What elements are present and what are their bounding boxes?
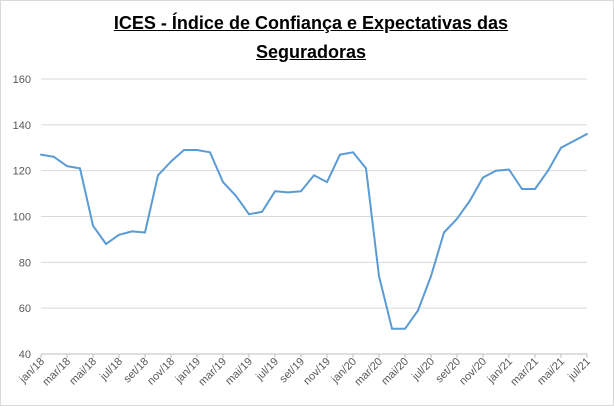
data-point-fev/20 [365, 167, 367, 170]
x-tick-label: jul/19 [253, 356, 281, 384]
data-point-out/19 [313, 174, 315, 177]
data-point-mar/18 [66, 165, 68, 168]
y-tick-label: 140 [13, 120, 31, 132]
data-point-jan/20 [352, 151, 354, 154]
x-tick-label: mar/21 [508, 356, 541, 389]
data-point-ago/20 [443, 231, 445, 234]
data-point-nov/20 [482, 176, 484, 179]
x-tick-label: nov/19 [301, 356, 333, 388]
data-point-fev/19 [209, 151, 211, 154]
x-tick-label: jul/20 [409, 356, 437, 384]
data-point-mai/20 [404, 327, 406, 330]
data-point-jun/21 [573, 139, 575, 142]
data-point-nov/18 [170, 160, 172, 163]
y-tick-label: 120 [13, 166, 31, 178]
data-point-mar/21 [534, 188, 536, 190]
data-point-fev/21 [521, 188, 523, 190]
x-tick-label: mai/18 [67, 356, 99, 388]
x-tick-label: nov/18 [145, 356, 177, 388]
data-point-dez/20 [495, 169, 497, 172]
data-point-jul/21 [586, 133, 588, 135]
chart-title-line-1: ICES - Índice de Confiança e Expectativa… [113, 13, 509, 33]
data-point-fev/18 [53, 155, 55, 158]
data-point-jun/18 [105, 243, 107, 245]
data-point-ago/19 [287, 191, 289, 194]
data-point-mar/20 [378, 275, 380, 278]
data-point-dez/18 [183, 149, 185, 152]
x-tick-label: jul/18 [97, 356, 125, 384]
data-point-jan/19 [196, 149, 198, 152]
data-point-set/19 [300, 190, 302, 193]
data-point-set/20 [456, 217, 458, 220]
data-point-abr/21 [547, 169, 549, 172]
data-point-mai/18 [92, 224, 94, 227]
x-tick-label: jul/21 [565, 356, 593, 384]
y-tick-label: 60 [19, 303, 31, 315]
x-tick-label: mar/18 [40, 356, 73, 389]
data-point-abr/19 [235, 194, 237, 197]
data-point-abr/18 [79, 167, 81, 170]
data-point-mai/19 [248, 213, 250, 216]
data-point-mar/19 [222, 181, 224, 184]
x-tick-label: mar/20 [352, 356, 385, 389]
x-tick-label: mai/20 [379, 356, 411, 388]
data-point-dez/19 [339, 153, 341, 156]
data-point-ago/18 [131, 230, 133, 233]
x-tick-label: nov/20 [457, 356, 489, 388]
x-tick-label: mai/19 [223, 356, 255, 388]
data-point-jun/19 [261, 210, 263, 213]
x-tick-label: mai/21 [535, 356, 567, 388]
data-point-jul/18 [118, 233, 120, 236]
data-point-jan/21 [508, 168, 510, 171]
data-point-out/18 [157, 174, 159, 177]
chart-title: ICES - Índice de Confiança e Expectativa… [61, 9, 561, 67]
y-tick-label: 40 [19, 349, 31, 361]
data-point-jul/20 [430, 275, 432, 278]
x-tick-label: mar/19 [196, 356, 229, 389]
y-tick-label: 160 [13, 74, 31, 86]
series-line [40, 133, 588, 330]
data-point-jun/20 [417, 309, 419, 312]
data-point-mai/21 [560, 146, 562, 149]
data-point-abr/20 [391, 327, 393, 330]
data-point-jan/18 [40, 153, 42, 156]
data-point-jul/19 [274, 190, 276, 193]
chart-title-line-2: Seguradoras [255, 42, 367, 62]
data-point-nov/19 [326, 181, 328, 184]
data-point-out/20 [469, 199, 471, 202]
y-tick-label: 100 [13, 212, 31, 224]
y-tick-label: 80 [19, 257, 31, 269]
data-point-set/18 [144, 231, 146, 234]
